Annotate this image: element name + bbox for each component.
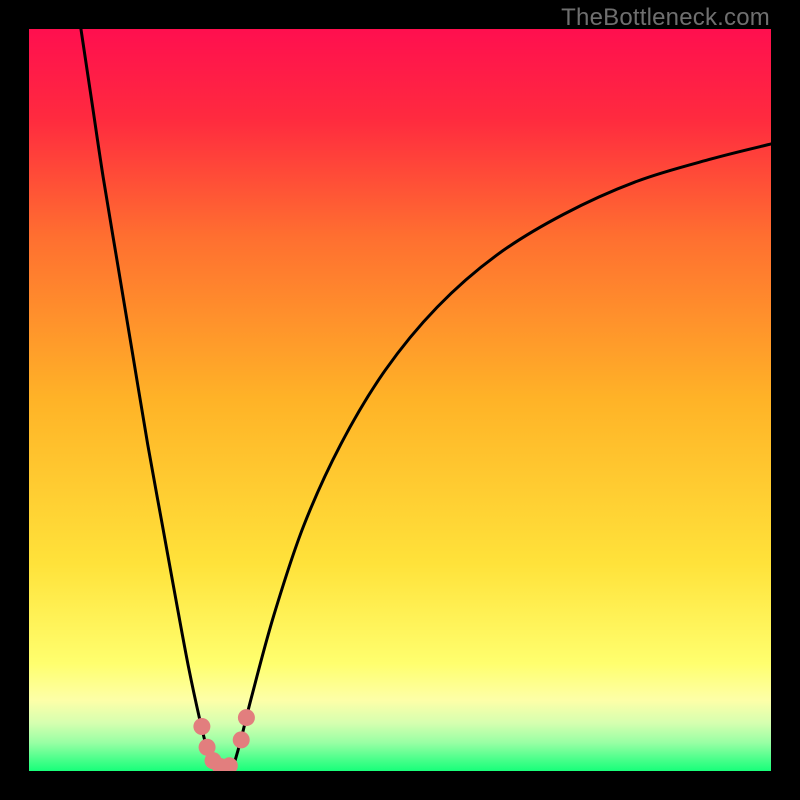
highlight-dot bbox=[193, 718, 210, 735]
curve-layer bbox=[29, 29, 771, 771]
curve-left-branch bbox=[81, 29, 215, 767]
highlight-dot bbox=[238, 709, 255, 726]
watermark-text: TheBottleneck.com bbox=[561, 4, 770, 32]
highlight-dot bbox=[233, 731, 250, 748]
curve-right-branch bbox=[233, 144, 771, 767]
plot-area bbox=[29, 29, 771, 771]
figure-root: TheBottleneck.com bbox=[0, 0, 800, 800]
highlight-dots-group bbox=[193, 709, 255, 771]
